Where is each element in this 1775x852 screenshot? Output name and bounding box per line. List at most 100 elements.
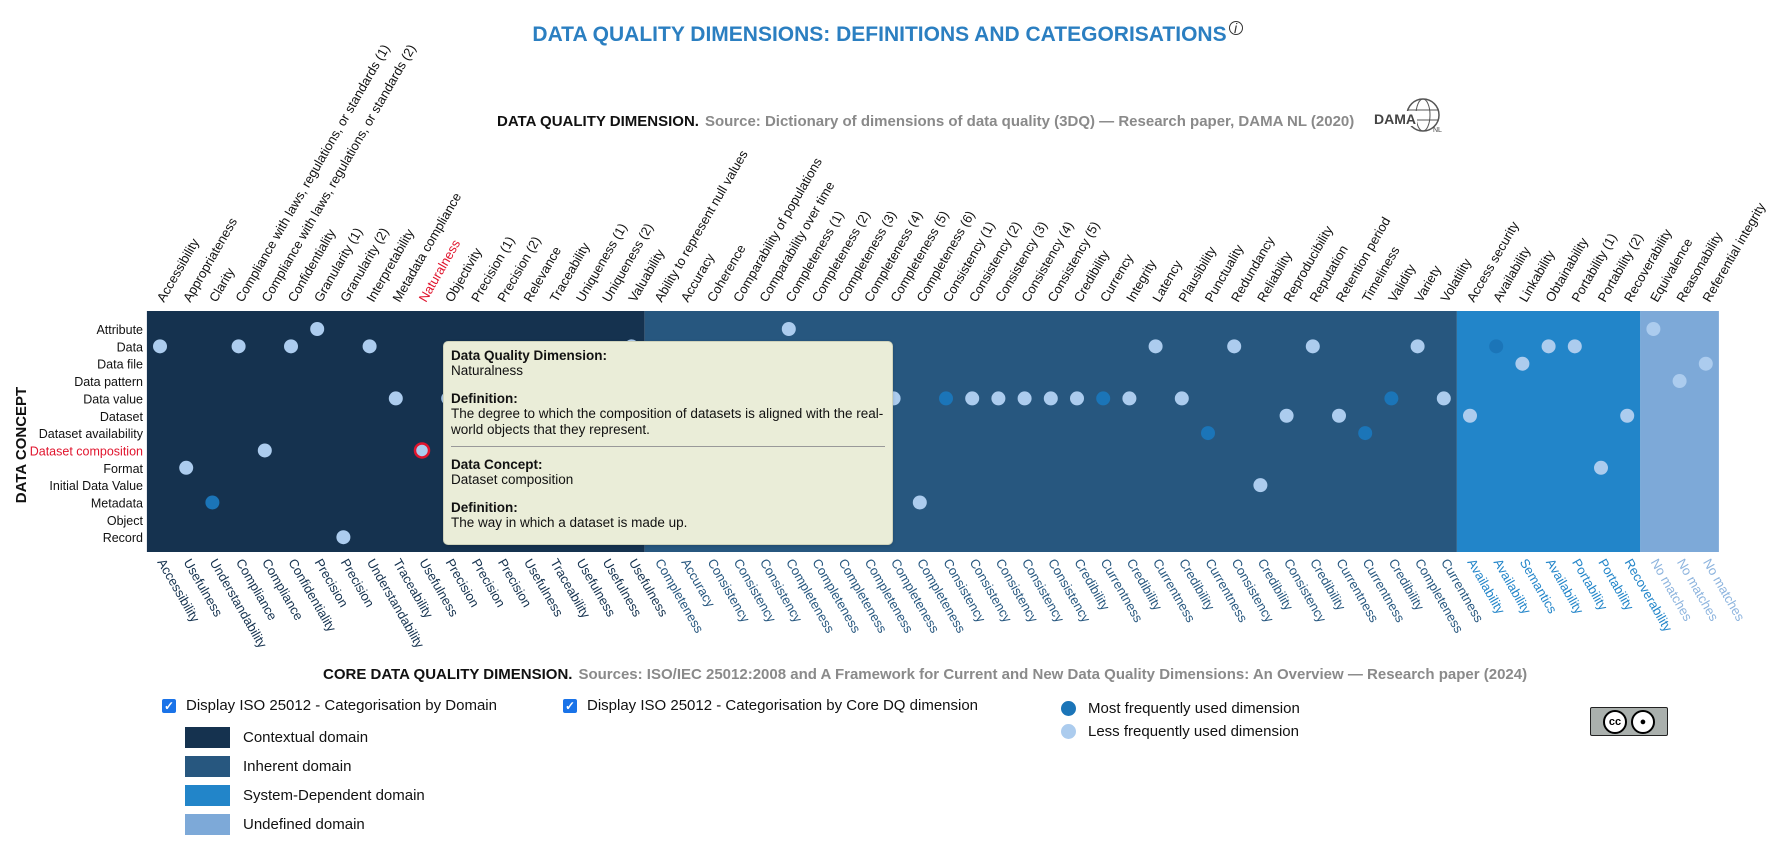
data-point[interactable] (965, 391, 980, 406)
data-point[interactable] (1174, 391, 1189, 406)
data-point[interactable] (284, 339, 298, 354)
data-point[interactable] (1463, 408, 1477, 423)
inherent-domain-label: Inherent domain (243, 758, 352, 775)
data-point[interactable] (1489, 339, 1504, 354)
checkbox-checked-icon[interactable]: ✓ (563, 698, 577, 713)
data-point[interactable] (1227, 339, 1242, 354)
data-concept-label: Dataset (100, 410, 144, 424)
data-point[interactable] (362, 339, 377, 354)
info-icon[interactable]: i (1228, 21, 1243, 35)
domain-checkbox-label: Display ISO 25012 - Categorisation by Do… (186, 697, 497, 714)
data-point[interactable] (1096, 391, 1111, 406)
data-point[interactable] (991, 391, 1006, 406)
dimension-tooltip: Data Quality Dimension: Naturalness Defi… (443, 341, 893, 545)
contextual-domain-label: Contextual domain (243, 729, 369, 746)
less-frequent-label: Less frequently used dimension (1088, 723, 1299, 740)
data-point[interactable] (1541, 339, 1556, 354)
cc-icon: cc (1603, 709, 1627, 734)
tooltip-dimension-heading: Data Quality Dimension: (451, 348, 608, 363)
data-point[interactable] (388, 391, 403, 406)
data-point[interactable] (336, 530, 351, 545)
data-concept-label: Data value (83, 392, 143, 406)
data-point[interactable] (912, 495, 927, 510)
data-point[interactable] (1332, 408, 1346, 423)
dama-logo-suffix: NL (1433, 127, 1442, 134)
domain-band-undefined (1640, 311, 1719, 552)
less-frequent-legend: Less frequently used dimension (1061, 723, 1299, 740)
tooltip-concept-heading: Data Concept: (451, 457, 543, 472)
data-point[interactable] (413, 442, 431, 459)
data-point[interactable] (1148, 339, 1163, 354)
data-point[interactable] (179, 460, 194, 475)
domain-categorisation-checkbox[interactable]: ✓ Display ISO 25012 - Categorisation by … (162, 697, 497, 714)
data-point[interactable] (1279, 408, 1294, 423)
cc-by-license-icon[interactable]: cc ● (1590, 707, 1668, 736)
data-point[interactable] (1358, 426, 1373, 441)
chart-title-text: DATA QUALITY DIMENSIONS: DEFINITIONS AND… (532, 23, 1227, 46)
most-frequent-legend: Most frequently used dimension (1061, 700, 1300, 717)
data-point[interactable] (781, 322, 796, 336)
data-concept-label: Data pattern (74, 375, 143, 389)
data-point[interactable] (1567, 339, 1582, 354)
bottom-source-text: Sources: ISO/IEC 25012:2008 and A Framew… (578, 666, 1528, 683)
top-source-heading: DATA QUALITY DIMENSION. (497, 113, 699, 130)
data-point[interactable] (1305, 339, 1320, 354)
data-point[interactable] (1620, 408, 1635, 423)
tooltip-concept-value: Dataset composition (451, 472, 574, 487)
bottom-source-heading: CORE DATA QUALITY DIMENSION. (323, 666, 573, 683)
data-point[interactable] (310, 322, 325, 336)
data-point[interactable] (1672, 374, 1687, 389)
bottom-source-caption: CORE DATA QUALITY DIMENSION. Sources: ISO… (323, 666, 1527, 683)
top-source-caption: DATA QUALITY DIMENSION. Source: Dictionar… (497, 113, 1354, 130)
data-concept-label: Record (103, 531, 143, 545)
data-point[interactable] (1201, 426, 1215, 441)
data-concept-label: Initial Data Value (49, 479, 143, 493)
data-point[interactable] (1384, 391, 1399, 406)
tooltip-concept-definition-value: The way in which a dataset is made up. (451, 515, 688, 530)
chart-title: DATA QUALITY DIMENSIONS: DEFINITIONS AND… (0, 21, 1775, 47)
core-checkbox-label: Display ISO 25012 - Categorisation by Co… (587, 697, 979, 714)
less-frequent-dot (1061, 724, 1076, 739)
data-concept-label: Data (117, 340, 143, 354)
data-concept-label: Dataset availability (39, 427, 144, 441)
tooltip-definition-value: The degree to which the composition of d… (451, 406, 884, 437)
most-frequent-dot (1061, 701, 1076, 716)
top-source-text: Source: Dictionary of dimensions of data… (704, 113, 1355, 130)
data-point[interactable] (939, 391, 953, 406)
data-point[interactable] (1646, 322, 1661, 336)
tooltip-concept-definition-heading: Definition: (451, 500, 518, 515)
data-point[interactable] (1043, 391, 1058, 406)
contextual-domain-swatch (185, 727, 230, 748)
data-point[interactable] (1410, 339, 1425, 354)
checkbox-checked-icon[interactable]: ✓ (162, 698, 176, 713)
by-person-icon: ● (1631, 709, 1655, 734)
data-point[interactable] (1070, 391, 1084, 406)
data-point[interactable] (1017, 391, 1032, 406)
undefined-domain-swatch (185, 814, 230, 835)
data-concept-label: Dataset composition (30, 444, 143, 458)
tooltip-definition-heading: Definition: (451, 391, 518, 406)
data-concept-label: Format (103, 462, 143, 476)
data-point[interactable] (1515, 356, 1530, 371)
dama-logo-text: DAMA (1374, 111, 1416, 127)
undefined-domain-label: Undefined domain (243, 816, 365, 833)
data-point[interactable] (1698, 356, 1713, 371)
data-point[interactable] (1436, 391, 1451, 406)
data-point[interactable] (1594, 460, 1608, 475)
data-point[interactable] (257, 443, 272, 458)
most-frequent-label: Most frequently used dimension (1088, 700, 1300, 717)
tooltip-dimension-value: Naturalness (451, 363, 524, 378)
data-concept-label: Data file (97, 358, 143, 372)
y-axis-label: DATA CONCEPT (13, 387, 30, 503)
dama-logo: DAMA NL (1373, 98, 1445, 134)
data-point[interactable] (205, 495, 220, 510)
inherent-domain-swatch (185, 756, 230, 777)
data-concept-label: Attribute (96, 323, 143, 337)
data-point[interactable] (1122, 391, 1137, 406)
tooltip-divider (451, 446, 885, 447)
data-point[interactable] (231, 339, 246, 354)
system-dependent-domain-swatch (185, 785, 230, 806)
data-point[interactable] (153, 339, 167, 354)
core-dimension-checkbox[interactable]: ✓ Display ISO 25012 - Categorisation by … (563, 697, 978, 714)
data-point[interactable] (1253, 478, 1268, 493)
